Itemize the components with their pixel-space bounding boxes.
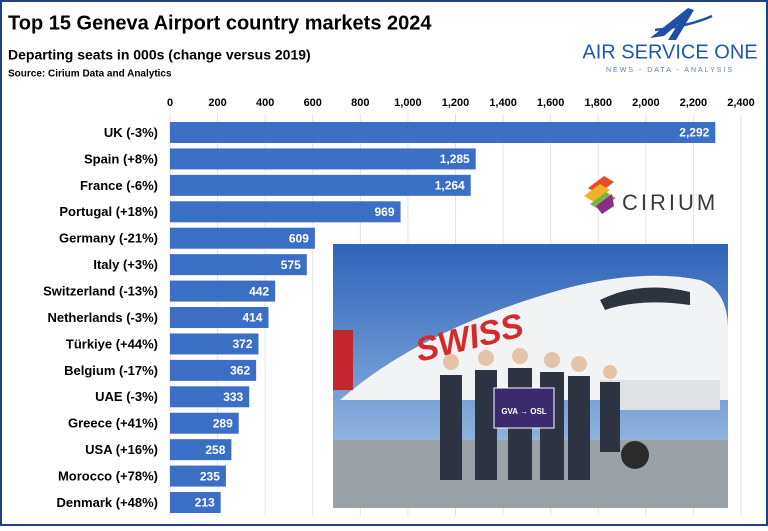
value-label: 575 (281, 258, 301, 272)
y-tick-label: UK (-3%) (104, 125, 158, 140)
value-label: 213 (195, 496, 215, 510)
value-label: 1,264 (435, 179, 465, 193)
bar (170, 412, 239, 434)
chart-title: Top 15 Geneva Airport country markets 20… (8, 12, 432, 34)
y-tick-label: Italy (+3%) (93, 257, 158, 272)
photo-sign: GVA → OSL (501, 407, 546, 416)
bar (170, 307, 269, 329)
y-tick-label: Portugal (+18%) (59, 204, 158, 219)
bar (170, 465, 226, 487)
x-tick-label: 600 (304, 97, 322, 109)
value-label: 442 (249, 284, 269, 298)
y-tick-label: Belgium (-17%) (64, 363, 158, 378)
bar (170, 174, 471, 196)
value-label: 258 (205, 443, 225, 457)
chart-source: Source: Cirium Data and Analytics (8, 69, 172, 80)
y-tick-label: Switzerland (-13%) (43, 284, 158, 299)
bar (170, 122, 716, 143)
value-label: 362 (230, 364, 250, 378)
cirium-logo: CIRIUM (584, 176, 718, 215)
value-label: 2,292 (679, 126, 709, 140)
bar (170, 201, 401, 223)
x-tick-label: 1,800 (584, 97, 612, 109)
y-tick-label: Denmark (+48%) (56, 495, 158, 510)
logo-tagline: NEWS - DATA - ANALYSIS (606, 67, 734, 74)
x-tick-label: 2,400 (727, 97, 755, 109)
chart-subtitle: Departing seats in 000s (change versus 2… (8, 47, 311, 63)
x-tick-label: 1,000 (394, 97, 422, 109)
y-tick-label: UAE (-3%) (95, 389, 158, 404)
value-label: 289 (213, 416, 233, 430)
x-tick-label: 0 (167, 97, 173, 109)
bar (170, 359, 257, 381)
value-label: 333 (223, 390, 243, 404)
bar (170, 333, 259, 355)
value-label: 235 (200, 469, 220, 483)
y-tick-label: Spain (+8%) (84, 151, 158, 166)
bar (170, 439, 232, 461)
photo: SWISS GVA → OSL (333, 244, 728, 508)
value-label: 969 (375, 205, 395, 219)
x-tick-label: 2,000 (632, 97, 660, 109)
x-tick-label: 1,600 (537, 97, 565, 109)
x-tick-label: 1,400 (489, 97, 517, 109)
value-label: 414 (242, 311, 262, 325)
air-service-one-logo: AIR SERVICE ONE NEWS - DATA - ANALYSIS (582, 8, 758, 74)
x-tick-label: 400 (256, 97, 274, 109)
bar (170, 227, 315, 249)
bar (170, 386, 250, 408)
y-tick-label: Türkiye (+44%) (66, 336, 158, 351)
y-tick-label: Netherlands (-3%) (47, 310, 158, 325)
cirium-text: CIRIUM (622, 190, 718, 215)
y-tick-label: Greece (+41%) (68, 416, 158, 431)
bar (170, 148, 476, 170)
value-label: 609 (289, 231, 309, 245)
x-tick-label: 200 (208, 97, 226, 109)
bar (170, 280, 276, 302)
y-tick-label: Morocco (+78%) (58, 469, 158, 484)
bar (170, 492, 221, 514)
value-label: 1,285 (440, 152, 470, 166)
bar (170, 254, 307, 276)
logo-text: AIR SERVICE ONE (582, 41, 757, 63)
x-tick-label: 800 (351, 97, 369, 109)
value-label: 372 (232, 337, 252, 351)
y-tick-label: France (-6%) (80, 178, 158, 193)
y-tick-label: Germany (-21%) (59, 231, 158, 246)
y-tick-label: USA (+16%) (85, 442, 158, 457)
x-tick-label: 1,200 (442, 97, 470, 109)
x-tick-label: 2,200 (680, 97, 708, 109)
